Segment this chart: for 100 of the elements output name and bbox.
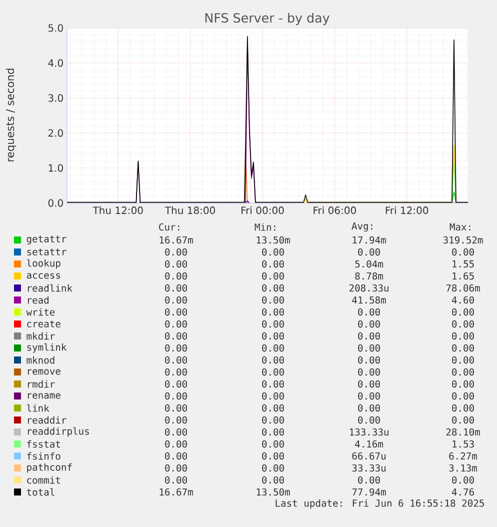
- text: 0.00: [358, 476, 380, 484]
- x-tick-label: Fri 06:00: [314, 206, 356, 214]
- text: 0.00: [358, 416, 380, 424]
- x-tick-label: Fri 12:00: [386, 206, 428, 214]
- text: 0.00: [165, 464, 187, 472]
- x-tick-label: Fri 00:00: [242, 206, 284, 214]
- text: 0.00: [165, 344, 187, 352]
- legend-label: rename: [28, 393, 60, 399]
- legend-label: commit: [27, 476, 60, 484]
- text: 0.00: [358, 332, 380, 340]
- legend-label: mknod: [26, 356, 54, 364]
- text: Max:: [450, 223, 470, 231]
- text: Cur:: [159, 223, 180, 231]
- legend-label: rmdir: [28, 380, 55, 388]
- text: 77.94m: [352, 488, 386, 496]
- legend-label: readdirplus: [28, 427, 89, 437]
- y-tick-label: 1.0: [48, 164, 63, 172]
- text: Last update: Fri Jun 6 16:55:18 2025: [276, 499, 484, 509]
- legend-label: remove: [28, 369, 60, 375]
- text: 0.00: [262, 320, 284, 328]
- text: 0.00: [262, 380, 284, 388]
- text: 0.00: [165, 428, 187, 436]
- legend-label: fsstat: [27, 440, 60, 448]
- text: 0.00: [358, 356, 380, 364]
- text: 0.00: [262, 428, 284, 436]
- text: 5.04m: [355, 260, 383, 268]
- text: 0.00: [262, 344, 284, 352]
- text: 0.00: [452, 344, 474, 352]
- text: 3.13m: [449, 464, 477, 472]
- x-tick-label: Thu 12:00: [92, 206, 143, 214]
- text: 0.00: [262, 452, 284, 460]
- text: 0.00: [262, 296, 284, 304]
- text: 4.16m: [355, 440, 383, 448]
- y-tick-label: 0.0: [48, 199, 63, 207]
- text: 0.00: [165, 380, 187, 388]
- legend-label: write: [26, 308, 55, 316]
- text: 0.00: [165, 368, 187, 376]
- text: 17.94m: [352, 236, 386, 244]
- text: 0.00: [262, 416, 284, 424]
- text: 0.00: [452, 416, 474, 424]
- text: 0.00: [165, 260, 187, 268]
- text: 0.00: [262, 260, 284, 268]
- legend-label: access: [26, 273, 60, 279]
- text: 0.00: [262, 284, 284, 292]
- legend-label: lookup: [27, 259, 60, 269]
- text: 0.00: [452, 404, 474, 412]
- text: 208.33u: [349, 284, 388, 292]
- text: 0.00: [165, 440, 187, 448]
- legend-label: getattr: [26, 236, 66, 244]
- chart-title: NFS Server - by day: [205, 12, 330, 26]
- legend-label: link: [27, 404, 50, 412]
- text: 0.00: [165, 284, 187, 292]
- text: 0.00: [262, 392, 284, 400]
- y-tick-label: 4.0: [48, 59, 63, 67]
- text: 6.27m: [449, 452, 477, 460]
- legend-label: read: [28, 296, 48, 304]
- text: 0.00: [452, 308, 474, 316]
- legend-label: mkdir: [26, 332, 55, 340]
- text: 0.00: [262, 440, 284, 448]
- text: 0.00: [358, 248, 380, 256]
- text: Avg:: [352, 222, 372, 232]
- text: 0.00: [262, 464, 284, 472]
- text: 0.00: [262, 356, 284, 364]
- text: 0.00: [165, 248, 187, 256]
- y-axis-title: requests / second: [6, 68, 16, 162]
- text: 0.00: [262, 308, 284, 316]
- legend-label: readdir: [28, 416, 66, 424]
- text: 0.00: [262, 332, 284, 340]
- text: 0.00: [452, 380, 474, 388]
- text: 16.67m: [160, 488, 193, 496]
- text: 0.00: [262, 404, 284, 412]
- text: 0.00: [358, 380, 380, 388]
- text: 0.00: [358, 404, 380, 412]
- x-tick-label: Thu 18:00: [164, 206, 216, 214]
- text: 0.00: [262, 476, 284, 484]
- legend-label: create: [27, 320, 60, 328]
- text: 0.00: [452, 320, 474, 328]
- text: 0.00: [358, 320, 380, 328]
- text: 33.33u: [352, 464, 386, 472]
- text: 0.00: [262, 248, 284, 256]
- text: 0.00: [165, 356, 187, 364]
- text: 13.50m: [256, 236, 290, 244]
- text: 0.00: [452, 368, 474, 376]
- text: 0.00: [165, 452, 187, 460]
- text: 13.50m: [256, 488, 290, 496]
- text: 78.06m: [446, 284, 480, 292]
- legend-label: pathconf: [27, 463, 72, 473]
- text: 0.00: [165, 332, 187, 340]
- text: 1.65: [452, 272, 474, 280]
- text: 4.60: [452, 296, 474, 304]
- text: 0.00: [358, 368, 380, 376]
- y-tick-label: 5.0: [48, 24, 63, 32]
- text: 0.00: [358, 344, 380, 352]
- text: 0.00: [165, 392, 187, 400]
- y-tick-label: 3.0: [48, 94, 63, 102]
- text: 1.55: [452, 260, 474, 268]
- text: 1.53: [452, 440, 474, 448]
- text: 0.00: [165, 272, 187, 280]
- text: 0.00: [165, 308, 187, 316]
- text: 66.67u: [352, 452, 386, 460]
